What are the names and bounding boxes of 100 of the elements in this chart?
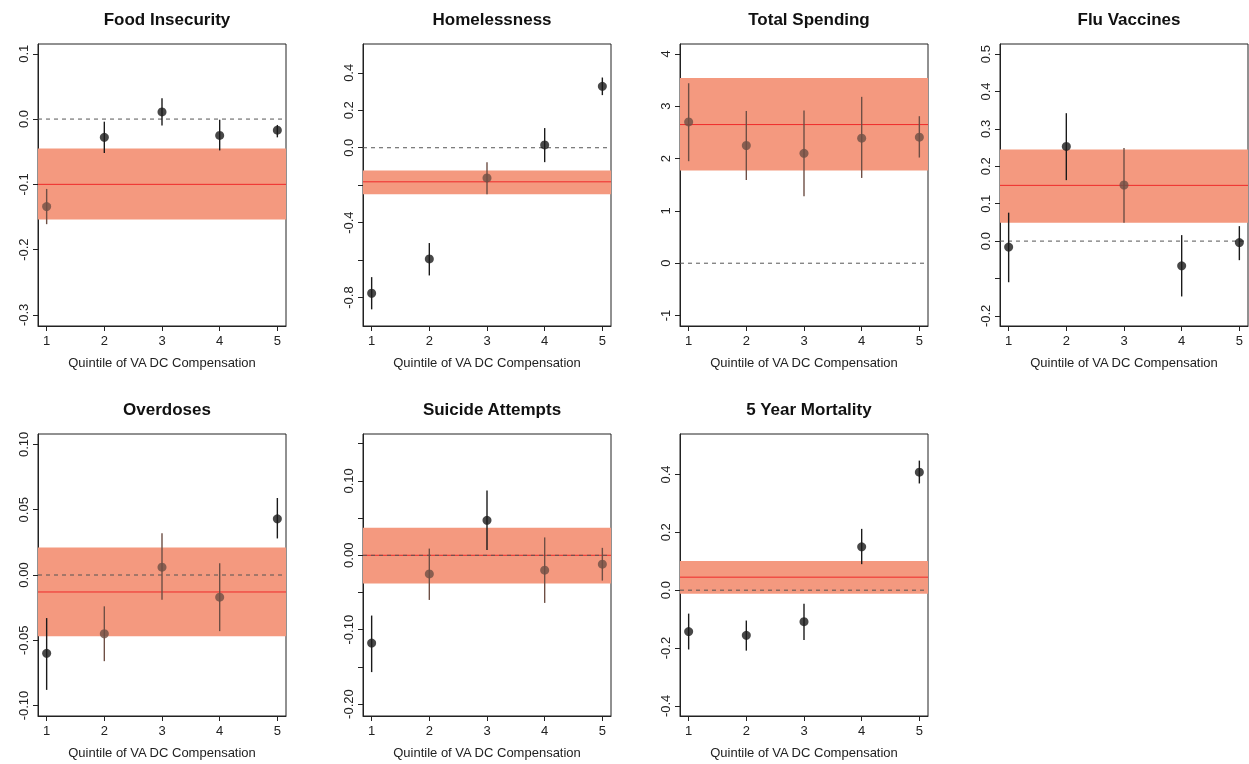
point [42, 202, 52, 212]
point [1177, 261, 1187, 271]
y-tick-label: 1 [658, 207, 673, 215]
point [99, 629, 109, 639]
y-tick-label: 0.0 [341, 138, 356, 157]
x-axis-title: Quintile of VA DC Compensation [1030, 355, 1218, 370]
x-tick-label: 1 [1005, 333, 1013, 348]
y-tick-label: -1 [658, 309, 673, 322]
x-tick-label: 2 [1062, 333, 1070, 348]
x-tick-label: 2 [742, 333, 750, 348]
chart-title: 5 Year Mortality [746, 400, 873, 419]
y-tick-label: 0.10 [341, 468, 356, 494]
point [157, 107, 167, 117]
y-tick-label: -0.2 [978, 304, 993, 328]
x-tick-label: 1 [685, 333, 693, 348]
x-tick-label: 4 [1178, 333, 1186, 348]
point [482, 515, 492, 525]
x-tick-label: 4 [541, 723, 549, 738]
x-tick-label: 5 [915, 723, 923, 738]
x-tick-label: 4 [541, 333, 549, 348]
y-tick-label: 0.5 [978, 45, 993, 64]
x-tick-label: 5 [598, 333, 606, 348]
x-tick-label: 4 [216, 723, 224, 738]
x-tick-label: 4 [858, 333, 866, 348]
y-tick-label: -0.10 [16, 690, 31, 721]
x-tick-label: 2 [742, 723, 750, 738]
y-tick-label: 0.0 [658, 581, 673, 600]
x-tick-label: 2 [425, 723, 433, 738]
x-axis-title: Quintile of VA DC Compensation [68, 745, 256, 760]
x-tick-label: 3 [800, 333, 808, 348]
x-axis-title: Quintile of VA DC Compensation [393, 355, 581, 370]
x-axis-title: Quintile of VA DC Compensation [68, 355, 256, 370]
chart-title: Total Spending [748, 10, 870, 29]
point [799, 617, 809, 627]
x-axis-title: Quintile of VA DC Compensation [710, 745, 898, 760]
point [215, 592, 225, 602]
y-tick-label: -0.2 [658, 636, 673, 660]
point [367, 288, 377, 298]
point [215, 130, 225, 140]
point [272, 514, 282, 524]
point [157, 562, 167, 572]
y-tick-label: 0.00 [341, 542, 356, 568]
y-tick-label: -0.8 [341, 286, 356, 309]
y-tick-label: 0.4 [658, 465, 673, 484]
point [914, 467, 924, 477]
point [684, 627, 694, 637]
x-tick-label: 5 [273, 723, 281, 738]
x-tick-label: 1 [685, 723, 693, 738]
y-tick-label: 0.4 [978, 82, 993, 101]
x-tick-label: 3 [1120, 333, 1128, 348]
y-tick-label: 0.1 [978, 194, 993, 213]
x-tick-label: 1 [368, 723, 376, 738]
point [597, 81, 607, 91]
y-tick-label: 0.0 [16, 110, 31, 129]
x-tick-label: 1 [43, 333, 51, 348]
chart-title: Overdoses [123, 400, 211, 419]
point [857, 133, 867, 143]
point [540, 140, 550, 150]
point [42, 648, 52, 658]
x-tick-label: 1 [43, 723, 51, 738]
x-tick-label: 5 [273, 333, 281, 348]
x-tick-label: 3 [158, 723, 166, 738]
chart-title: Homelessness [432, 10, 552, 29]
y-tick-label: 0.0 [978, 232, 993, 251]
chart-title: Suicide Attempts [422, 400, 562, 419]
point [272, 125, 282, 135]
y-tick-label: 3 [658, 102, 673, 110]
x-axis-title: Quintile of VA DC Compensation [393, 745, 581, 760]
point [99, 132, 109, 142]
y-tick-label: 0.4 [341, 63, 356, 82]
x-tick-label: 2 [100, 333, 108, 348]
y-tick-label: 0.2 [341, 101, 356, 120]
x-tick-label: 2 [100, 723, 108, 738]
y-tick-label: -0.4 [341, 211, 356, 234]
y-tick-label: 4 [658, 50, 673, 58]
x-tick-label: 3 [800, 723, 808, 738]
chart-title: Flu Vaccines [1077, 10, 1181, 29]
y-tick-label: 0.1 [16, 44, 31, 63]
point [597, 559, 607, 569]
point [424, 569, 434, 579]
y-tick-label: -0.3 [16, 303, 31, 327]
y-tick-label: -0.10 [341, 614, 356, 645]
point [424, 254, 434, 264]
y-tick-label: 0.10 [16, 431, 31, 458]
point [857, 542, 867, 552]
y-tick-label: -0.2 [16, 238, 31, 261]
y-tick-label: 0.00 [16, 562, 31, 588]
point [1234, 238, 1244, 248]
x-tick-label: 5 [1235, 333, 1243, 348]
point [367, 638, 377, 648]
y-tick-label: 0.3 [978, 119, 993, 138]
point [684, 117, 694, 127]
x-tick-label: 2 [425, 333, 433, 348]
y-tick-label: -0.05 [16, 625, 31, 656]
point [1061, 141, 1071, 151]
point [482, 173, 492, 183]
x-tick-label: 5 [915, 333, 923, 348]
point [741, 630, 751, 640]
y-tick-label: 0.2 [978, 157, 993, 176]
y-tick-label: 0.2 [658, 523, 673, 542]
